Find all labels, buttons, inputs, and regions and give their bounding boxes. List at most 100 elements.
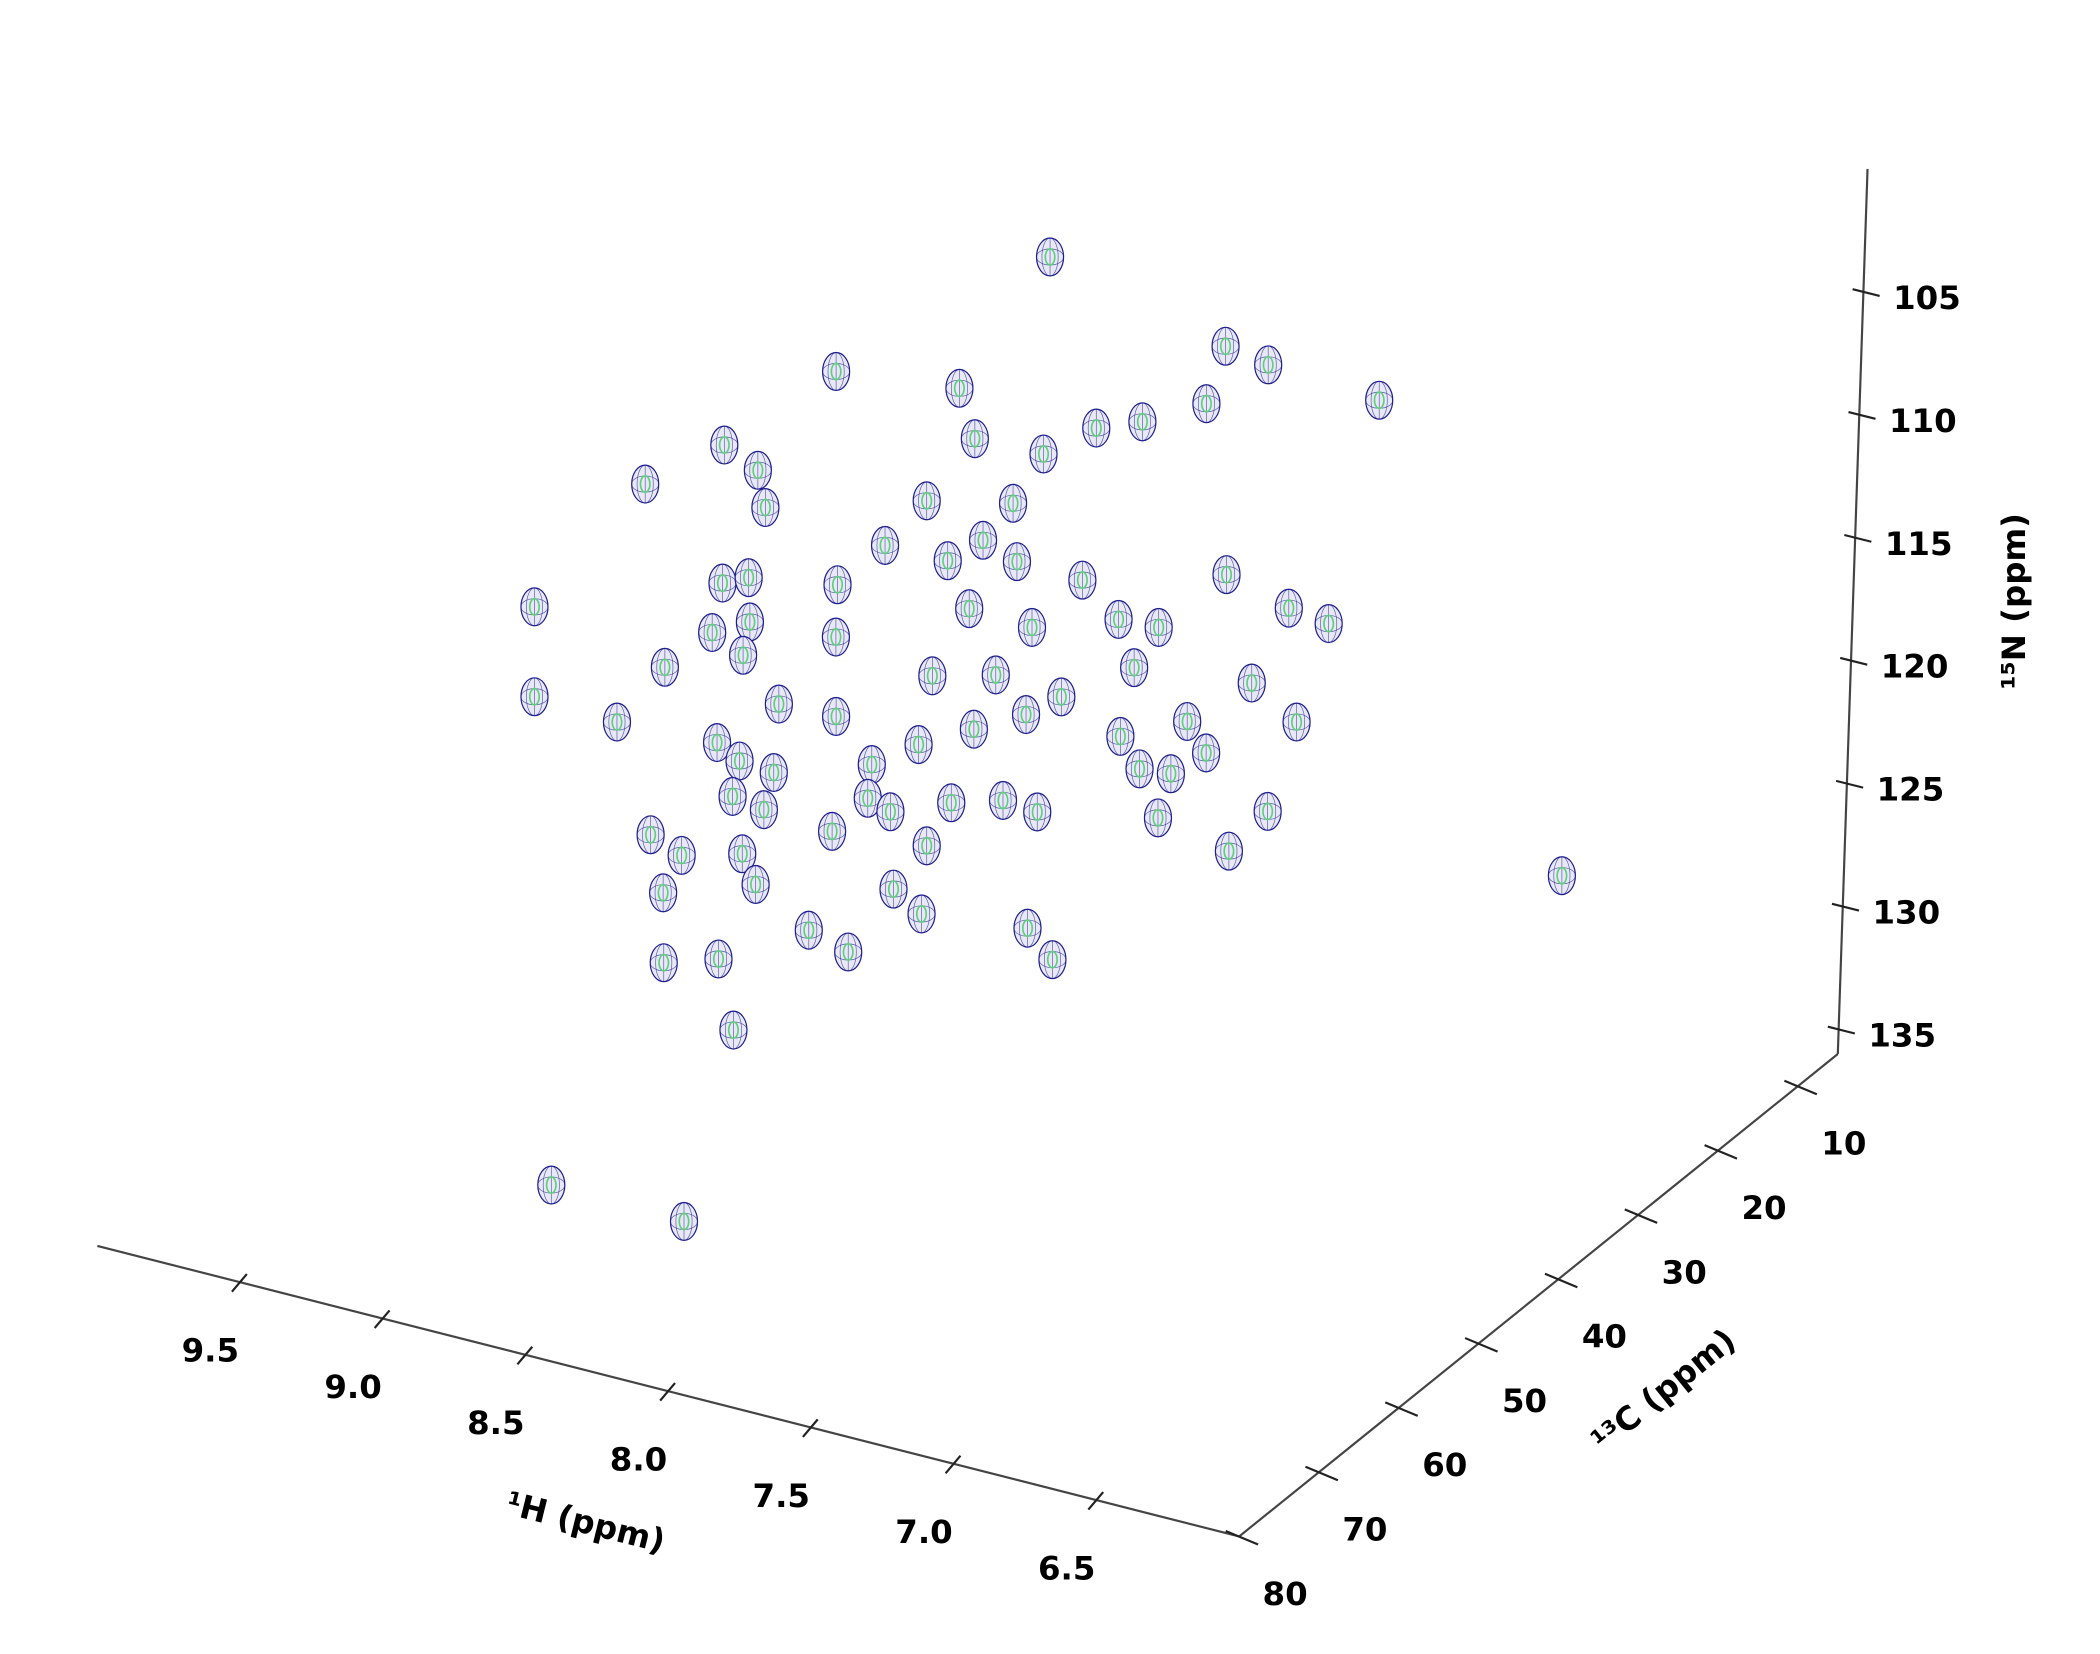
x-tick [373,1309,391,1329]
peak [1254,345,1283,385]
peak [968,520,998,560]
peak-core [884,802,896,821]
peak [876,792,905,832]
peak [1282,702,1311,742]
peak-core [528,597,541,616]
y-tick [1624,1208,1658,1224]
axes: 9.5 9.0 8.5 8.0 7.5 7.0 6.5 10 20 30 40 50 60 70 80 105… [97,168,1961,1613]
x-tick [1087,1491,1105,1511]
y-tick-label: 10 [1821,1125,1866,1163]
peak [834,932,863,972]
z-tick [1844,533,1872,543]
peak-core [945,793,957,812]
peak-core [1220,565,1233,584]
peak-core [963,599,975,618]
peak [912,481,941,521]
peak [602,702,632,742]
peak [669,1201,699,1241]
z-tick [1835,779,1864,789]
peak [912,826,941,866]
peak-core [1220,337,1232,356]
peak [1365,380,1394,420]
peak-core [921,491,933,510]
peak-core [953,379,965,398]
peak-core [1026,618,1038,637]
peak-core [913,735,925,754]
peak [904,725,933,765]
peak-core [1165,764,1177,783]
peak [1547,856,1577,896]
peak-core [639,475,651,493]
peak [520,677,549,717]
x-tick-label: 8.5 [467,1404,524,1442]
x-tick [802,1418,819,1438]
peak [1212,555,1241,595]
peak-core [678,1212,690,1231]
peak [1029,434,1058,474]
peak [1023,792,1052,832]
peak [821,351,851,391]
peak-core [1373,391,1385,410]
peak [728,635,758,675]
peak [907,894,936,934]
peak [719,1010,748,1050]
peak [1192,733,1221,773]
peak-core [1283,599,1295,618]
peak [1013,908,1042,948]
peak [1106,716,1135,756]
z-tick-label: 135 [1868,1017,1936,1055]
peak-core [744,613,756,631]
peak-core [1046,950,1058,969]
peak [955,589,984,629]
peak-core [1055,687,1067,706]
peak [725,741,754,781]
peak-core [657,883,669,902]
x-tick-label: 7.5 [753,1477,810,1515]
peak [821,696,851,736]
peak [636,815,665,855]
peak [710,425,739,465]
peak-core [1128,658,1140,677]
peak-core [866,755,878,774]
peak-core [718,436,730,454]
peak [1253,791,1282,831]
peak [1156,754,1186,794]
z-tick [1852,288,1880,297]
peak [998,483,1028,523]
y-axis [1238,1053,1839,1538]
peak-core [887,880,900,899]
y-tick [1305,1465,1339,1482]
z-tick [1848,411,1876,420]
peak-core [1262,802,1274,821]
peak [734,558,763,598]
peak [537,1165,566,1205]
peak-core [831,575,844,594]
peak [1314,604,1343,644]
peak [1125,749,1154,789]
peak [764,684,793,724]
peak-core [1200,394,1212,413]
peak-core [1076,571,1088,590]
peak [794,910,823,950]
x-tick [944,1454,962,1474]
y-tick-label: 60 [1422,1446,1467,1484]
peak-core [773,695,785,713]
peak-core [733,752,746,770]
peak-core [712,950,725,968]
peak-core [736,844,748,863]
peak [759,752,788,793]
peak [650,647,679,687]
peak-core [743,568,755,587]
y-tick [1544,1272,1578,1289]
x-tick [231,1273,248,1293]
peak-core [997,791,1009,810]
peak-core [1031,803,1043,821]
peak [937,783,966,823]
peak [1035,237,1065,277]
peak-core [1246,674,1258,692]
peak-core [758,800,770,819]
z-tick-label: 105 [1893,279,1961,317]
peak-core [1323,614,1335,633]
peak-core [716,574,729,592]
